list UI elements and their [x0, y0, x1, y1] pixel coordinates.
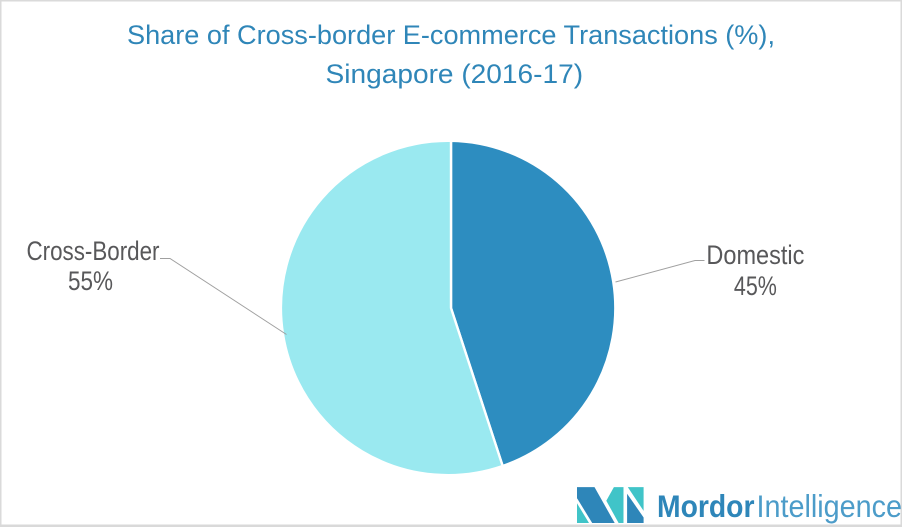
svg-text:Intelligence: Intelligence — [757, 488, 902, 524]
svg-text:Mordor: Mordor — [657, 488, 755, 524]
svg-text:55%: 55% — [68, 266, 113, 296]
svg-text:Share of Cross-border E-commer: Share of Cross-border E-commerce Transac… — [127, 20, 775, 50]
svg-text:45%: 45% — [734, 271, 777, 301]
svg-text:Singapore (2016-17): Singapore (2016-17) — [326, 59, 584, 89]
svg-text:Domestic: Domestic — [706, 240, 804, 270]
svg-text:Cross-Border: Cross-Border — [27, 236, 160, 266]
